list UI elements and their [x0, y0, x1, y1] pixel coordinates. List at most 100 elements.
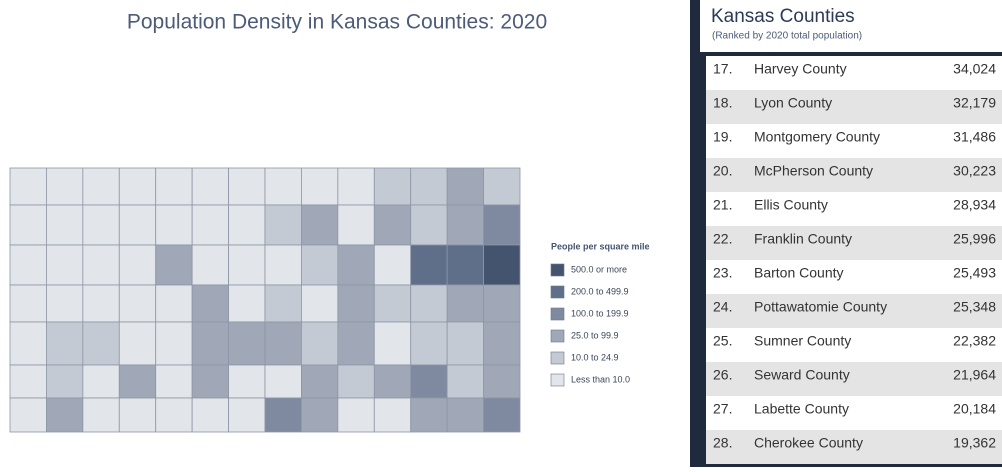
county: [191, 397, 229, 433]
county: [410, 167, 448, 206]
population: 34,024: [953, 61, 996, 77]
county: [446, 284, 484, 323]
county: [483, 204, 521, 246]
county: [118, 364, 157, 399]
county: [46, 284, 84, 323]
county-name: Ellis County: [754, 197, 828, 213]
population: 28,934: [953, 197, 996, 213]
county: [264, 397, 302, 433]
county-name: Harvey County: [754, 61, 847, 77]
county: [373, 167, 412, 206]
table-row: [706, 396, 1002, 430]
table-subtitle: (Ranked by 2020 total population): [712, 31, 862, 42]
table-row: [706, 56, 1002, 90]
county: [337, 364, 375, 399]
county: [264, 364, 302, 399]
county: [46, 364, 84, 399]
legend-swatch: [550, 329, 565, 343]
county-name: Sumner County: [754, 333, 851, 349]
county: [373, 244, 412, 286]
county: [446, 364, 484, 399]
table-row: [706, 158, 1002, 192]
county: [228, 364, 266, 399]
county: [228, 284, 266, 323]
rank: 17.: [713, 61, 732, 77]
population: 30,223: [953, 163, 996, 179]
county: [155, 167, 193, 206]
population: 20,184: [953, 401, 996, 417]
legend-swatch: [550, 263, 565, 277]
county: [446, 204, 484, 246]
table-row: [706, 294, 1002, 328]
county: [228, 244, 266, 286]
county: [9, 244, 47, 286]
county: [264, 204, 302, 246]
county: [46, 397, 84, 433]
county: [301, 364, 339, 399]
population: 19,362: [953, 435, 996, 451]
county: [301, 321, 339, 366]
county: [46, 321, 84, 366]
rank: 28.: [713, 435, 732, 451]
rank: 24.: [713, 299, 732, 315]
county: [155, 321, 193, 366]
table-header: [700, 0, 1002, 52]
county: [155, 204, 193, 246]
county-name: Lyon County: [754, 95, 832, 111]
county: [410, 321, 448, 366]
county: [82, 321, 120, 366]
county: [483, 244, 521, 286]
county: [373, 204, 412, 246]
county: [410, 397, 448, 433]
county: [228, 167, 266, 206]
county: [118, 284, 157, 323]
population: 25,996: [953, 231, 996, 247]
county: [373, 321, 412, 366]
county: [410, 284, 448, 323]
rank: 25.: [713, 333, 732, 349]
county: [46, 244, 84, 286]
population: 21,964: [953, 367, 996, 383]
county: [301, 244, 339, 286]
legend-label: 200.0 to 499.9: [571, 286, 629, 296]
county: [9, 321, 47, 366]
county-map: [9, 167, 521, 433]
county-name: McPherson County: [754, 163, 873, 179]
legend-swatch: [550, 307, 565, 321]
table-row: [706, 260, 1002, 294]
table-row: [706, 90, 1002, 124]
county: [264, 167, 302, 206]
county: [9, 397, 47, 433]
county: [155, 284, 193, 323]
county: [9, 204, 47, 246]
table-row: [706, 362, 1002, 396]
county: [483, 397, 521, 433]
county: [46, 204, 84, 246]
county: [410, 204, 448, 246]
county: [301, 284, 339, 323]
county: [118, 321, 157, 366]
county: [118, 167, 157, 206]
county: [155, 244, 193, 286]
legend: 500.0 or more 200.0 to 499.9 100.0 to 199.…: [550, 263, 630, 387]
county: [410, 364, 448, 399]
table-row: [706, 226, 1002, 260]
county: [118, 204, 157, 246]
county: [118, 244, 157, 286]
legend-label: 10.0 to 24.9: [571, 352, 619, 362]
county: [9, 364, 47, 399]
county: [82, 397, 120, 433]
population: 31,486: [953, 129, 996, 145]
rank: 18.: [713, 95, 732, 111]
table-rows: 17. Harvey County 34,024 18. Lyon County 32,1…: [706, 56, 1002, 464]
rank: 23.: [713, 265, 732, 281]
county: [446, 244, 484, 286]
table-row: [706, 328, 1002, 362]
county: [228, 397, 266, 433]
county: [155, 364, 193, 399]
legend-swatch: [550, 285, 565, 299]
map-title: Population Density in Kansas Counties: 2…: [127, 11, 547, 34]
county: [446, 167, 484, 206]
table-row: [706, 124, 1002, 158]
